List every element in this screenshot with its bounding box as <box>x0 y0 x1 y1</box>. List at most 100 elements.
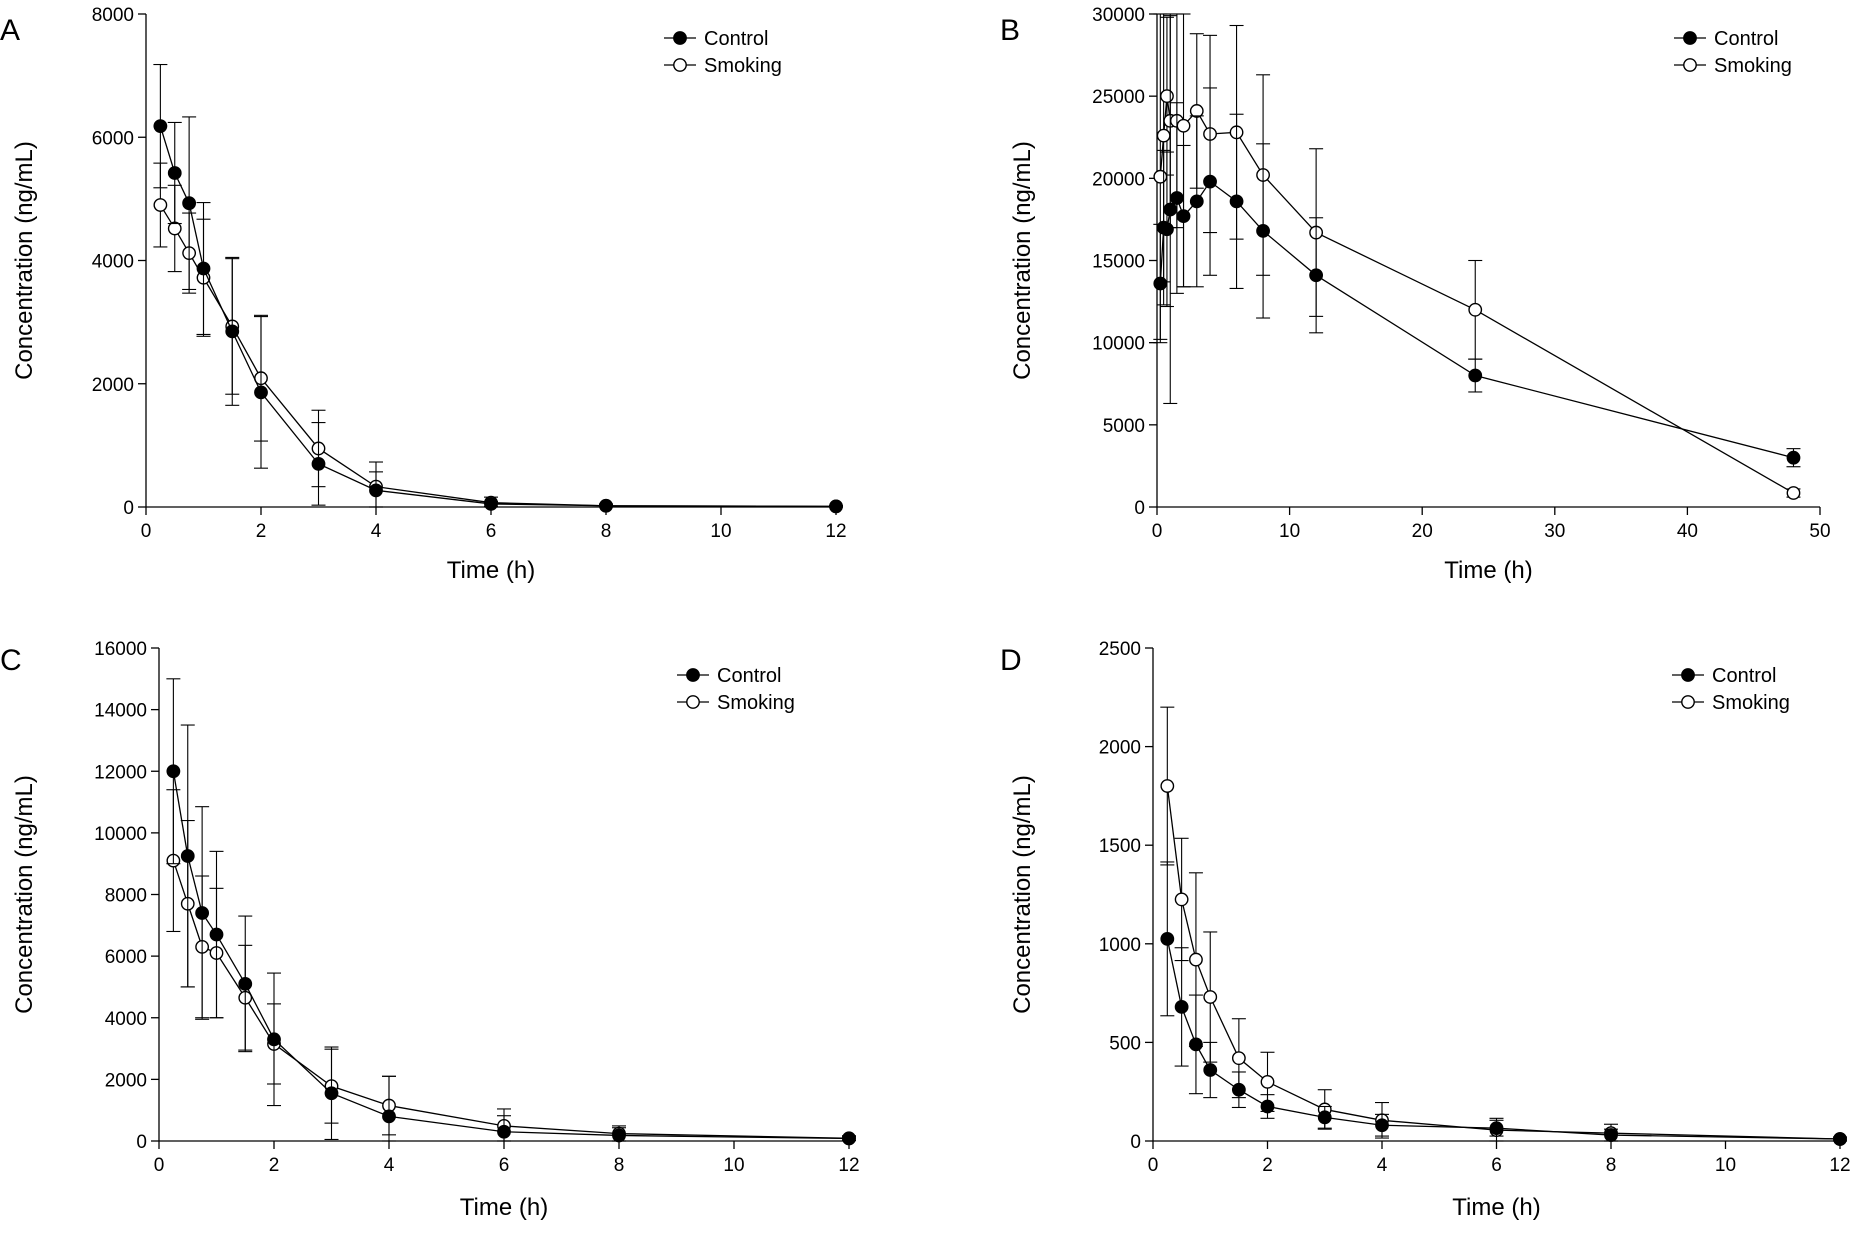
data-point <box>1489 1121 1504 1136</box>
y-tick-label: 8000 <box>105 886 147 907</box>
data-point <box>1174 892 1189 907</box>
data-point <box>180 849 195 863</box>
x-tick-label: 4 <box>371 521 382 542</box>
data-point <box>382 1109 396 1124</box>
x-tick-label: 0 <box>141 521 152 542</box>
data-point <box>1189 952 1203 967</box>
data-point <box>484 497 498 511</box>
data-point <box>1189 1037 1203 1052</box>
x-tick-label: 10 <box>1715 1155 1736 1176</box>
data-point <box>842 1131 856 1146</box>
y-tick-label: 2500 <box>1099 639 1141 660</box>
y-tick-label: 0 <box>136 1132 147 1153</box>
panel-label: D <box>1000 644 1022 677</box>
chart-panel-d: D 0 2 4 6 8 10 12 0 500 1000 1500 2000 2500 Time (h) Co… <box>1000 639 1851 1221</box>
series-control <box>1153 15 1801 468</box>
data-point <box>599 498 613 513</box>
y-axis-label: Concentration (ng/mL) <box>11 141 38 380</box>
x-tick-label: 6 <box>486 521 497 542</box>
y-tick-label: 6000 <box>105 947 147 968</box>
data-point <box>369 483 383 498</box>
data-point <box>497 1124 511 1139</box>
x-tick-label: 4 <box>1377 1155 1388 1176</box>
legend-marker <box>1681 695 1695 709</box>
x-tick-label: 2 <box>256 521 267 542</box>
y-tick-label: 8000 <box>92 5 134 26</box>
x-tick-label: 12 <box>838 1155 859 1176</box>
data-point <box>1786 486 1801 500</box>
x-tick-label: 12 <box>825 521 846 542</box>
x-tick-label: 2 <box>269 1155 280 1176</box>
x-axis-label: Time (h) <box>1452 1194 1540 1221</box>
series-line <box>1159 180 1794 459</box>
panel-label: B <box>1000 14 1020 47</box>
y-tick-label: 15000 <box>1092 252 1145 273</box>
data-point <box>1163 202 1178 217</box>
data-point <box>1156 128 1171 143</box>
data-point <box>1203 990 1218 1004</box>
data-point <box>829 499 843 514</box>
series-control <box>1160 861 1847 1146</box>
y-tick-label: 4000 <box>92 252 134 273</box>
series-control <box>153 63 843 514</box>
y-tick-label: 1000 <box>1099 935 1141 956</box>
y-tick-label: 25000 <box>1092 87 1145 108</box>
data-point <box>153 198 168 212</box>
panel-label: A <box>0 14 20 47</box>
data-point <box>182 196 197 211</box>
series-line <box>172 771 850 1140</box>
legend-marker <box>673 58 687 72</box>
y-axis-label: Concentration (ng/mL) <box>11 775 38 1014</box>
y-tick-label: 2000 <box>92 375 134 396</box>
series-smoking <box>166 789 856 1146</box>
y-tick-label: 10000 <box>1092 334 1145 355</box>
x-tick-label: 6 <box>499 1155 510 1176</box>
data-point <box>1160 931 1175 946</box>
x-tick-label: 0 <box>1152 521 1163 542</box>
data-point <box>1169 191 1184 205</box>
data-point <box>254 385 268 400</box>
data-point <box>1260 1099 1275 1114</box>
data-point <box>209 927 224 942</box>
x-axis-label: Time (h) <box>1444 557 1532 584</box>
data-point <box>1160 89 1174 104</box>
y-tick-label: 1500 <box>1099 836 1141 857</box>
x-tick-label: 20 <box>1412 521 1433 542</box>
y-tick-label: 2000 <box>1099 738 1141 759</box>
x-tick-label: 10 <box>723 1155 744 1176</box>
y-tick-label: 0 <box>1130 1132 1141 1153</box>
data-point <box>1153 276 1168 291</box>
series-smoking <box>1153 13 1801 500</box>
legend-marker <box>686 695 700 709</box>
y-axis-label: Concentration (ng/mL) <box>1009 775 1036 1014</box>
data-point <box>1260 1074 1275 1089</box>
legend-label: Control <box>704 28 768 50</box>
x-tick-label: 2 <box>1262 1155 1273 1176</box>
y-tick-label: 500 <box>1109 1033 1141 1054</box>
chart-panel-b: B 0 10 20 30 40 50 0 5000 10000 15000 20000 25000 300… <box>1000 5 1831 584</box>
chart-panel-c: C 0 2 4 6 8 10 12 0 2000 4000 6000 8000 10000 12000 140… <box>0 639 860 1221</box>
data-point <box>1468 302 1483 317</box>
x-tick-label: 10 <box>1279 521 1300 542</box>
data-point <box>238 976 253 991</box>
x-tick-label: 12 <box>1829 1155 1850 1176</box>
x-tick-label: 8 <box>614 1155 625 1176</box>
x-axis-label: Time (h) <box>447 557 535 584</box>
x-tick-label: 4 <box>384 1155 395 1176</box>
x-tick-label: 10 <box>710 521 731 542</box>
data-point <box>267 1032 281 1047</box>
legend-label: Control <box>1714 28 1778 50</box>
legend-label: Control <box>717 665 781 687</box>
data-point <box>612 1128 626 1143</box>
y-tick-label: 0 <box>123 498 134 519</box>
data-point <box>1174 1000 1189 1014</box>
y-tick-label: 5000 <box>1103 416 1145 437</box>
series-control <box>166 678 856 1146</box>
x-tick-label: 8 <box>601 521 612 542</box>
y-tick-label: 20000 <box>1092 169 1145 190</box>
legend-label: Smoking <box>1714 55 1792 77</box>
data-point <box>196 261 211 276</box>
y-tick-label: 6000 <box>92 128 134 149</box>
legend-label: Smoking <box>704 55 782 77</box>
